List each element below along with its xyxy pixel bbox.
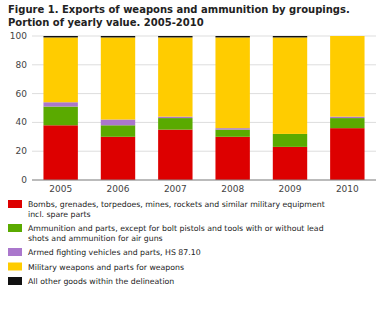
bars <box>43 36 364 180</box>
x-tick-label: 2009 <box>279 184 302 194</box>
grid <box>32 36 376 180</box>
bar-segment <box>101 137 135 180</box>
bar-segment <box>101 37 135 119</box>
bar-segment <box>158 36 192 37</box>
bar-segment <box>273 147 307 180</box>
grid-line <box>32 64 376 65</box>
bar-segment <box>43 102 77 106</box>
y-tick-label: 0 <box>21 175 27 185</box>
legend-label: Ammunition and parts, except for bolt pi… <box>28 224 324 243</box>
bar-segment <box>43 107 77 126</box>
x-tick-label: 2007 <box>164 184 187 194</box>
chart: Figure 1. Exports of weapons and ammunit… <box>0 0 386 313</box>
bar-segment <box>330 128 364 180</box>
bar-segment <box>273 134 307 147</box>
legend: Bombs, grenades, torpedoes, mines, rocke… <box>8 200 325 286</box>
x-tick-label: 2005 <box>49 184 72 194</box>
title: Figure 1. Exports of weapons and ammunit… <box>8 4 350 15</box>
grid-line <box>32 151 376 152</box>
bar-segment <box>330 118 364 128</box>
legend-swatch <box>8 263 22 271</box>
legend-swatch <box>8 277 22 285</box>
bar-segment <box>43 36 77 37</box>
bar-segment <box>101 125 135 137</box>
bar-segment <box>215 130 249 137</box>
bar-segment <box>101 120 135 126</box>
grid-line <box>32 36 376 37</box>
x-tick-label: 2008 <box>221 184 244 194</box>
bar-segment <box>330 36 364 37</box>
legend-label: Bombs, grenades, torpedoes, mines, rocke… <box>28 200 325 219</box>
bar-segment <box>158 117 192 118</box>
legend-label: All other goods within the delineation <box>28 277 174 286</box>
grid-line <box>32 122 376 123</box>
bar-segment <box>43 37 77 102</box>
bar-segment <box>215 37 249 128</box>
y-tick-label: 100 <box>10 31 27 41</box>
bar-segment <box>215 137 249 180</box>
y-tick-label: 40 <box>16 117 28 127</box>
y-tick-label: 80 <box>16 60 28 70</box>
bar-segment <box>43 125 77 180</box>
grid-line <box>32 180 376 181</box>
bar-segment <box>158 118 192 130</box>
legend-swatch <box>8 248 22 256</box>
legend-label: Military weapons and parts for weapons <box>28 263 184 272</box>
x-tick-label: 2006 <box>107 184 130 194</box>
bar-segment <box>101 36 135 37</box>
legend-swatch <box>8 200 22 208</box>
legend-label: Armed fighting vehicles and parts, HS 87… <box>28 248 201 257</box>
x-axis-line <box>32 180 376 181</box>
y-tick-label: 60 <box>16 89 28 99</box>
x-tick-label: 2010 <box>336 184 359 194</box>
bar-segment <box>330 117 364 118</box>
grid-line <box>32 93 376 94</box>
bar-segment <box>273 36 307 37</box>
subtitle: Portion of yearly value. 2005-2010 <box>8 17 204 28</box>
bar-segment <box>158 130 192 180</box>
bar-segment <box>158 37 192 116</box>
bar-segment <box>215 128 249 129</box>
y-tick-label: 20 <box>16 146 28 156</box>
bar-segment <box>215 36 249 37</box>
legend-swatch <box>8 224 22 232</box>
bar-segment <box>330 36 364 117</box>
bar-segment <box>273 37 307 133</box>
